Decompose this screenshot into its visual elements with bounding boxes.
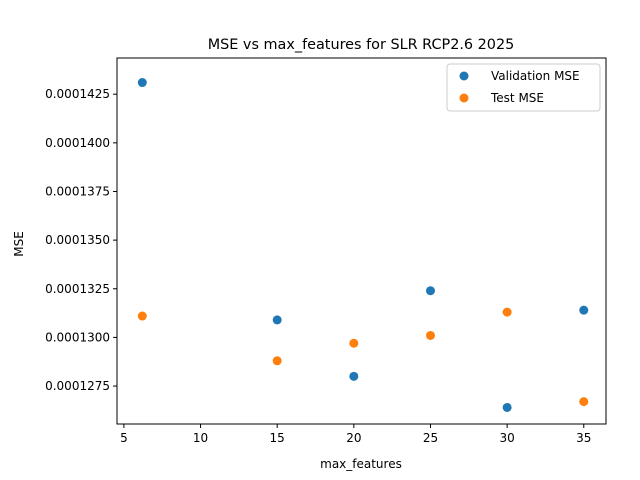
y-axis-label: MSE xyxy=(12,231,26,257)
x-tick-label: 25 xyxy=(423,431,438,445)
y-tick-label: 0.0001400 xyxy=(45,136,110,150)
data-point xyxy=(502,307,512,317)
axes-frame xyxy=(116,57,607,425)
legend: Validation MSE Test MSE xyxy=(446,63,601,112)
legend-label: Validation MSE xyxy=(491,69,580,83)
data-point xyxy=(349,371,359,381)
series-0 xyxy=(137,78,589,412)
data-point xyxy=(272,356,282,366)
y-tick-label: 0.0001375 xyxy=(45,184,110,198)
y-tick-label: 0.0001425 xyxy=(45,87,110,101)
y-tick-label: 0.0001275 xyxy=(45,379,110,393)
chart-title: MSE vs max_features for SLR RCP2.6 2025 xyxy=(208,37,515,53)
legend-label: Test MSE xyxy=(490,91,544,105)
x-tick-label: 30 xyxy=(499,431,514,445)
plot-area xyxy=(137,78,589,412)
data-point xyxy=(425,286,435,296)
x-tick-label: 5 xyxy=(120,431,128,445)
legend-marker xyxy=(459,93,469,103)
x-tick-label: 10 xyxy=(193,431,208,445)
x-tick-label: 35 xyxy=(576,431,591,445)
x-tick-label: 20 xyxy=(346,431,361,445)
series-1 xyxy=(137,307,589,407)
data-point xyxy=(137,78,147,88)
data-point xyxy=(502,402,512,412)
x-tick-label: 15 xyxy=(270,431,285,445)
x-axis: 5 10 15 20 25 30 35 xyxy=(120,424,591,445)
data-point xyxy=(579,397,589,407)
y-axis: 0.0001275 0.0001300 0.0001325 0.0001350 0.00… xyxy=(45,87,117,393)
data-point xyxy=(425,330,435,340)
x-axis-label: max_features xyxy=(320,457,402,471)
data-point xyxy=(272,315,282,325)
y-tick-label: 0.0001300 xyxy=(45,330,110,344)
y-tick-label: 0.0001350 xyxy=(45,233,110,247)
legend-box xyxy=(446,63,601,112)
y-tick-label: 0.0001325 xyxy=(45,282,110,296)
legend-marker xyxy=(459,71,469,81)
data-point xyxy=(349,338,359,348)
data-point xyxy=(137,311,147,321)
data-point xyxy=(579,305,589,315)
